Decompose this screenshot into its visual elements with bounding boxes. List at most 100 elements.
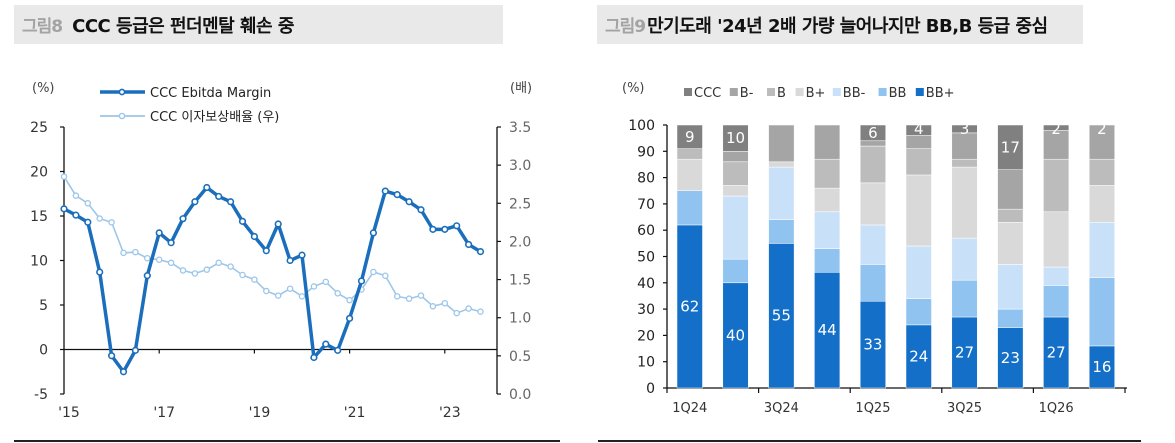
left-y-tick-label: 20 bbox=[30, 165, 48, 181]
data-point bbox=[227, 198, 235, 206]
segment-B+ bbox=[997, 222, 1024, 265]
y-tick-label: 0 bbox=[646, 381, 655, 397]
left-y-tick-label: 15 bbox=[30, 209, 48, 225]
legend-label: B- bbox=[740, 86, 754, 101]
legend-label: B+ bbox=[806, 86, 826, 101]
legend-item-b: B bbox=[767, 86, 786, 101]
segment-BB+ bbox=[1088, 345, 1115, 389]
data-label: 16 bbox=[1092, 358, 1111, 376]
x-tick-label: '15 bbox=[58, 405, 80, 421]
x-tick-label: 1Q26 bbox=[1039, 401, 1074, 416]
data-label: 2 bbox=[1051, 120, 1061, 138]
data-point bbox=[417, 206, 425, 214]
data-label: 55 bbox=[772, 307, 791, 325]
data-point bbox=[96, 215, 103, 222]
right-bottom-rule bbox=[598, 440, 1141, 442]
data-point bbox=[72, 192, 80, 199]
legend-item-ebitda: CCC Ebitda Margin bbox=[100, 86, 271, 101]
segment-BB bbox=[905, 298, 932, 326]
data-point bbox=[429, 225, 437, 233]
segment-B bbox=[676, 148, 703, 160]
bar-4Q25: 23 17 bbox=[997, 124, 1024, 389]
legend-label-ebitda: CCC Ebitda Margin bbox=[150, 86, 271, 101]
segment-BB- bbox=[1043, 266, 1070, 286]
data-point bbox=[465, 240, 473, 249]
x-tick-label: '21 bbox=[344, 405, 366, 421]
data-point bbox=[262, 247, 270, 255]
data-label: 40 bbox=[726, 326, 745, 344]
data-point bbox=[227, 263, 234, 270]
right-figure-number: 그림9 bbox=[605, 17, 646, 37]
series-interest-coverage bbox=[60, 173, 484, 317]
left-axis-unit: (%) bbox=[32, 81, 55, 96]
segment-B- bbox=[1088, 124, 1115, 160]
data-point bbox=[441, 225, 449, 233]
y-tick-label: 10 bbox=[637, 355, 655, 371]
segment-BB bbox=[951, 279, 978, 318]
data-point bbox=[441, 299, 449, 307]
segment-CCC bbox=[905, 124, 932, 136]
series-ebitda-margin bbox=[60, 183, 485, 376]
data-point bbox=[107, 352, 116, 360]
data-point bbox=[405, 295, 413, 302]
y-tick-label: 100 bbox=[628, 118, 655, 134]
segment-BB- bbox=[814, 211, 841, 249]
segment-BB- bbox=[997, 264, 1024, 310]
right-figure-panel: 그림9 만기도래 '24년 2배 가량 늘어나지만 BB,B 등급 중심 (%)… bbox=[590, 0, 1175, 443]
data-point bbox=[417, 292, 425, 299]
data-label: 33 bbox=[863, 336, 882, 354]
right-figure-title-bar: 그림9 만기도래 '24년 2배 가량 늘어나지만 BB,B 등급 중심 bbox=[597, 5, 1083, 44]
data-label: 2 bbox=[1097, 120, 1107, 138]
data-point bbox=[191, 270, 199, 277]
data-point bbox=[96, 268, 104, 276]
legend-label: CCC bbox=[694, 86, 721, 101]
data-label: 10 bbox=[726, 129, 745, 147]
data-point bbox=[263, 287, 270, 295]
segment-BB+ bbox=[676, 224, 703, 389]
left-y-tick-label: 25 bbox=[30, 120, 48, 136]
data-point bbox=[251, 276, 258, 283]
data-point bbox=[381, 187, 389, 195]
y-tick-label: 90 bbox=[637, 144, 655, 160]
x-tick-label: 3Q24 bbox=[764, 401, 799, 416]
legend-item-bbplus: BB+ bbox=[915, 86, 955, 101]
segment-BB- bbox=[1088, 222, 1115, 278]
segment-BB+ bbox=[951, 316, 978, 389]
right-y-tick-label: 1.0 bbox=[509, 311, 531, 327]
data-point bbox=[191, 198, 199, 206]
left-bottom-rule bbox=[14, 440, 560, 442]
segment-B+ bbox=[951, 166, 978, 239]
y-tick-label: 50 bbox=[637, 250, 655, 266]
bar-4Q24: 44 bbox=[814, 124, 841, 389]
data-label: 9 bbox=[685, 128, 695, 146]
segment-BB+ bbox=[859, 300, 886, 389]
right-y-tick-label: 3.5 bbox=[509, 120, 531, 136]
data-label: 24 bbox=[909, 347, 928, 365]
data-point bbox=[453, 222, 461, 230]
data-point bbox=[143, 272, 151, 280]
left-y-tick-label: -5 bbox=[34, 387, 48, 403]
legend-label: B bbox=[777, 86, 786, 101]
left-y-tick-label: 0 bbox=[39, 343, 48, 359]
y-tick-label: 70 bbox=[637, 197, 655, 213]
data-point bbox=[310, 283, 318, 290]
segment-CCC bbox=[997, 124, 1024, 170]
data-point bbox=[357, 277, 366, 285]
y-tick-label: 60 bbox=[637, 223, 655, 239]
data-point bbox=[60, 205, 68, 213]
data-point bbox=[393, 293, 401, 300]
data-point bbox=[405, 198, 413, 206]
x-tick-label: '19 bbox=[249, 405, 271, 421]
segment-B bbox=[905, 148, 932, 176]
data-label: 62 bbox=[680, 297, 699, 315]
right-axis-unit: (배) bbox=[510, 81, 532, 96]
data-point bbox=[274, 292, 282, 299]
data-point bbox=[274, 220, 282, 228]
data-point bbox=[346, 296, 353, 304]
right-y-tick-label: 2.0 bbox=[509, 234, 531, 250]
segment-BB bbox=[814, 248, 841, 273]
line-chart: (%) (배) CCC Ebitda Margin CCC 이자보상배율 (우)… bbox=[30, 81, 532, 421]
legend-item-bplus: B+ bbox=[795, 86, 826, 101]
left-y-tick-label: 5 bbox=[39, 298, 48, 314]
data-point bbox=[72, 211, 80, 219]
